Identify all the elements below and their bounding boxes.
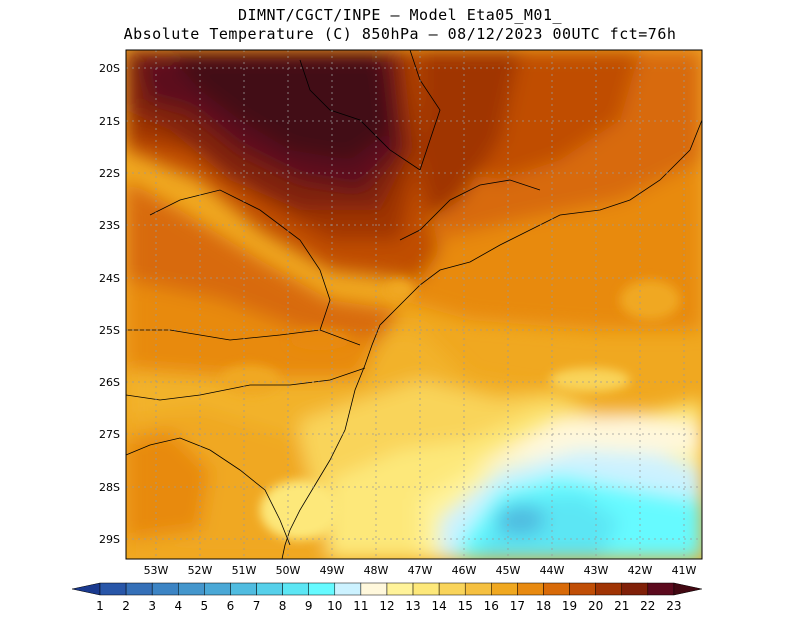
colorbar-label: 7 <box>253 599 261 613</box>
colorbar-label: 3 <box>148 599 156 613</box>
colorbar-label: 12 <box>379 599 394 613</box>
colorbar-label: 5 <box>201 599 209 613</box>
lat-label: 26S <box>99 376 120 389</box>
lon-label: 43W <box>584 564 609 577</box>
colorbar-bin <box>386 582 414 596</box>
lon-label: 50W <box>276 564 301 577</box>
colorbar-label: 14 <box>431 599 446 613</box>
colorbar-label: 19 <box>562 599 577 613</box>
colorbar-bin <box>125 582 153 596</box>
map-title-line1: DIMNT/CGCT/INPE – Model Eta05_M01_ <box>237 6 563 24</box>
colorbar-high-arrow <box>673 582 702 596</box>
colorbar-label: 10 <box>327 599 342 613</box>
lon-label: 42W <box>628 564 653 577</box>
colorbar-label: 16 <box>484 599 499 613</box>
lat-label: 21S <box>99 115 120 128</box>
lon-label: 44W <box>540 564 565 577</box>
longitude-axis: 53W 52W 51W 50W 49W 48W 47W 46W 45W 44W … <box>144 564 697 577</box>
lon-label: 48W <box>364 564 389 577</box>
map-frame <box>125 49 703 560</box>
colorbar-label: 9 <box>305 599 313 613</box>
lat-label: 27S <box>99 428 120 441</box>
colorbar-label: 1 <box>96 599 104 613</box>
colorbar-bin <box>412 582 440 596</box>
colorbar-bin <box>438 582 466 596</box>
colorbar-bin <box>151 582 179 596</box>
colorbar-label: 11 <box>353 599 368 613</box>
colorbar-label: 4 <box>174 599 182 613</box>
colorbar: 1 2 3 4 5 6 7 8 9 10 11 12 13 14 15 16 17 18 19 20 21 22 23 <box>71 582 702 613</box>
colorbar-label: 17 <box>510 599 525 613</box>
graticule <box>126 50 702 559</box>
lon-label: 51W <box>232 564 257 577</box>
map-title-line2: Absolute Temperature (C) 850hPa – 08/12/… <box>123 25 677 43</box>
lat-label: 23S <box>99 219 120 232</box>
colorbar-label: 2 <box>122 599 130 613</box>
colorbar-bin <box>543 582 570 596</box>
colorbar-label: 15 <box>458 599 473 613</box>
colorbar-bin <box>204 582 231 596</box>
colorbar-label: 18 <box>536 599 551 613</box>
lat-label: 20S <box>99 62 120 75</box>
colorbar-bin <box>256 582 283 596</box>
lat-label: 29S <box>99 533 120 546</box>
colorbar-bin <box>178 582 205 596</box>
lat-label: 24S <box>99 272 120 285</box>
coastline-borders <box>126 50 702 559</box>
colorbar-bin <box>230 582 257 596</box>
colorbar-label: 22 <box>640 599 655 613</box>
colorbar-label: 20 <box>588 599 603 613</box>
lon-label: 47W <box>408 564 433 577</box>
lat-label: 22S <box>99 167 120 180</box>
colorbar-bin <box>647 582 675 596</box>
colorbar-label: 23 <box>666 599 681 613</box>
colorbar-bin <box>491 582 518 596</box>
lon-label: 41W <box>672 564 697 577</box>
colorbar-bin <box>308 582 336 596</box>
colorbar-label: 6 <box>227 599 235 613</box>
lon-label: 52W <box>188 564 213 577</box>
colorbar-label: 8 <box>279 599 287 613</box>
lat-label: 25S <box>99 324 120 337</box>
colorbar-bin <box>569 582 596 596</box>
colorbar-bin <box>334 582 362 596</box>
colorbar-low-arrow <box>71 582 101 596</box>
colorbar-bin <box>99 582 127 596</box>
colorbar-bin <box>360 582 388 596</box>
lon-label: 53W <box>144 564 169 577</box>
lon-label: 46W <box>452 564 477 577</box>
lat-label: 28S <box>99 481 120 494</box>
colorbar-bin <box>595 582 622 596</box>
colorbar-bin <box>282 582 309 596</box>
colorbar-bin <box>464 582 492 596</box>
colorbar-bin <box>621 582 649 596</box>
lon-label: 49W <box>320 564 345 577</box>
colorbar-label: 21 <box>614 599 629 613</box>
colorbar-label: 13 <box>405 599 420 613</box>
latitude-axis: 20S 21S 22S 23S 24S 25S 26S 27S 28S 29S <box>99 62 120 546</box>
lon-label: 45W <box>496 564 521 577</box>
temperature-field <box>126 50 702 559</box>
colorbar-bin <box>517 582 544 596</box>
